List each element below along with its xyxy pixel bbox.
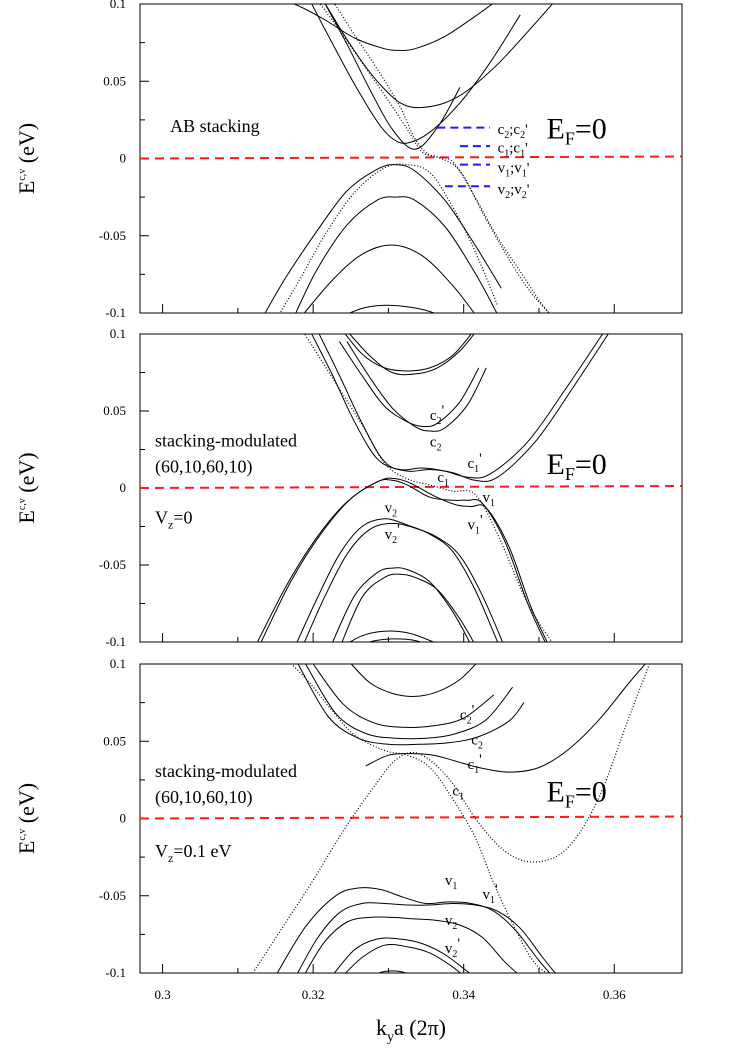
band-curve [333, 937, 471, 973]
band-curve [276, 887, 551, 973]
x-axis-label: kya (2π) [376, 1015, 446, 1045]
fermi-label: EF=0 [547, 448, 607, 484]
y-tick-label: -0.1 [105, 305, 126, 320]
band-curve [312, 664, 495, 729]
y-tick-label: -0.05 [99, 228, 126, 243]
band-curve [348, 304, 436, 313]
band-label-v1p: v1' [467, 513, 483, 537]
band-label-v2p: v2' [385, 522, 401, 546]
band-label-c2p: c2' [430, 403, 445, 427]
band-curve [341, 573, 475, 642]
x-axis-title: kya (2π) [376, 1015, 446, 1045]
band-label-v1: v1 [483, 490, 496, 509]
band-curve [304, 334, 553, 642]
y-tick-label: 0.05 [103, 73, 126, 88]
annotation-stacking: stacking-modulated [155, 761, 297, 781]
band-curves [256, 334, 609, 642]
panel-top-ab-stacking: 0.1 0.05 0 -0.05 -0.1 Ec,v (eV) AB stacking EF=… [14, 0, 683, 320]
y-axis-label: Ec,v (eV) [14, 783, 39, 854]
band-curve [297, 902, 556, 973]
annotation-config: (60,10,60,10) [155, 787, 253, 808]
band-label-c2p: c2' [460, 703, 475, 727]
band-curve [376, 970, 408, 973]
x-tick-label: 0.3 [154, 987, 170, 1002]
legend-label-v2v2p: v2;v2' [498, 182, 530, 201]
vz-label: Vz=0 [155, 507, 192, 531]
band-curve [324, 4, 554, 109]
band-label-c2: c2 [430, 434, 442, 453]
band-curve [305, 664, 513, 740]
band-curve [349, 334, 475, 376]
legend-label-c1c1p: c1;c1' [498, 140, 529, 159]
band-curve [348, 630, 435, 642]
band-curve [324, 4, 461, 150]
x-tick-label: 0.34 [452, 987, 475, 1002]
band-label-c1: c1 [437, 470, 449, 489]
band-label-v1: v1 [445, 873, 458, 892]
y-tick-label: 0.05 [103, 403, 126, 418]
y-tick-label: -0.1 [105, 634, 126, 649]
band-curve [365, 664, 646, 773]
x-tick-label: 0.36 [603, 987, 626, 1002]
band-curve [264, 164, 502, 313]
band-curve [256, 479, 546, 642]
band-curve [297, 664, 525, 746]
band-curve [318, 334, 609, 482]
y-tick-label: -0.1 [105, 965, 126, 980]
band-curve [344, 334, 472, 372]
annotation-config: (60,10,60,10) [155, 457, 253, 478]
band-label-v2: v2 [445, 913, 458, 932]
band-curve [367, 638, 423, 642]
y-tick-label: 0.1 [110, 656, 126, 671]
y-tick-label: 0 [120, 480, 127, 495]
y-tick-label: 0.1 [110, 326, 126, 341]
band-curve [344, 943, 462, 973]
annotation-stacking: AB stacking [170, 116, 260, 136]
band-curve [332, 567, 471, 642]
y-tick-label: 0.1 [110, 0, 126, 11]
band-curve [296, 518, 499, 642]
band-curve [252, 664, 651, 973]
band-curve [339, 341, 480, 428]
fermi-level-line [139, 155, 683, 160]
band-curve [295, 196, 498, 313]
band-label-c2: c2 [471, 732, 483, 751]
panel-middle-vz-0: 0.1 0.05 0 -0.05 -0.1 Ec,v (eV) stacking-modul… [14, 326, 683, 649]
band-label-c1p: c1' [467, 451, 482, 475]
band-curve [303, 522, 504, 642]
band-curve [303, 244, 475, 313]
band-label-c1: c1 [452, 783, 464, 802]
band-label-v2: v2 [385, 501, 398, 520]
y-tick-label: 0 [120, 811, 127, 826]
y-tick-label: -0.05 [99, 557, 126, 572]
y-tick-label: 0.05 [103, 733, 126, 748]
band-curve [292, 4, 494, 52]
band-label-c1p: c1' [467, 752, 482, 776]
legend-label-c2c2p: c2;c2' [498, 122, 529, 141]
y-axis-label: Ec,v (eV) [14, 452, 39, 523]
x-tick-label: 0.32 [302, 987, 325, 1002]
band-label-v1p: v1' [483, 882, 499, 906]
annotation-stacking: stacking-modulated [155, 430, 297, 450]
band-curve [311, 4, 521, 144]
band-curve [350, 664, 477, 697]
band-label-v2p: v2' [445, 936, 461, 960]
vz-label: Vz=0.1 eV [155, 841, 231, 865]
band-curves [252, 664, 651, 973]
band-curve [304, 916, 518, 973]
panel-bottom-vz-0-1: 0.1 0.05 0 -0.05 -0.1 0.3 0.32 0.34 0.36 Ec,v (eV… [14, 656, 683, 1002]
band-curves [264, 4, 554, 313]
legend-label-v1v1p: v1;v1' [498, 160, 530, 179]
y-tick-label: -0.05 [99, 888, 126, 903]
fermi-label: EF=0 [547, 776, 607, 812]
y-axis-label: Ec,v (eV) [14, 123, 39, 194]
fermi-label: EF=0 [547, 112, 607, 148]
fermi-level-line [139, 815, 683, 820]
band-curve [346, 341, 487, 432]
band-curve [260, 477, 548, 642]
y-tick-label: 0 [120, 151, 127, 166]
